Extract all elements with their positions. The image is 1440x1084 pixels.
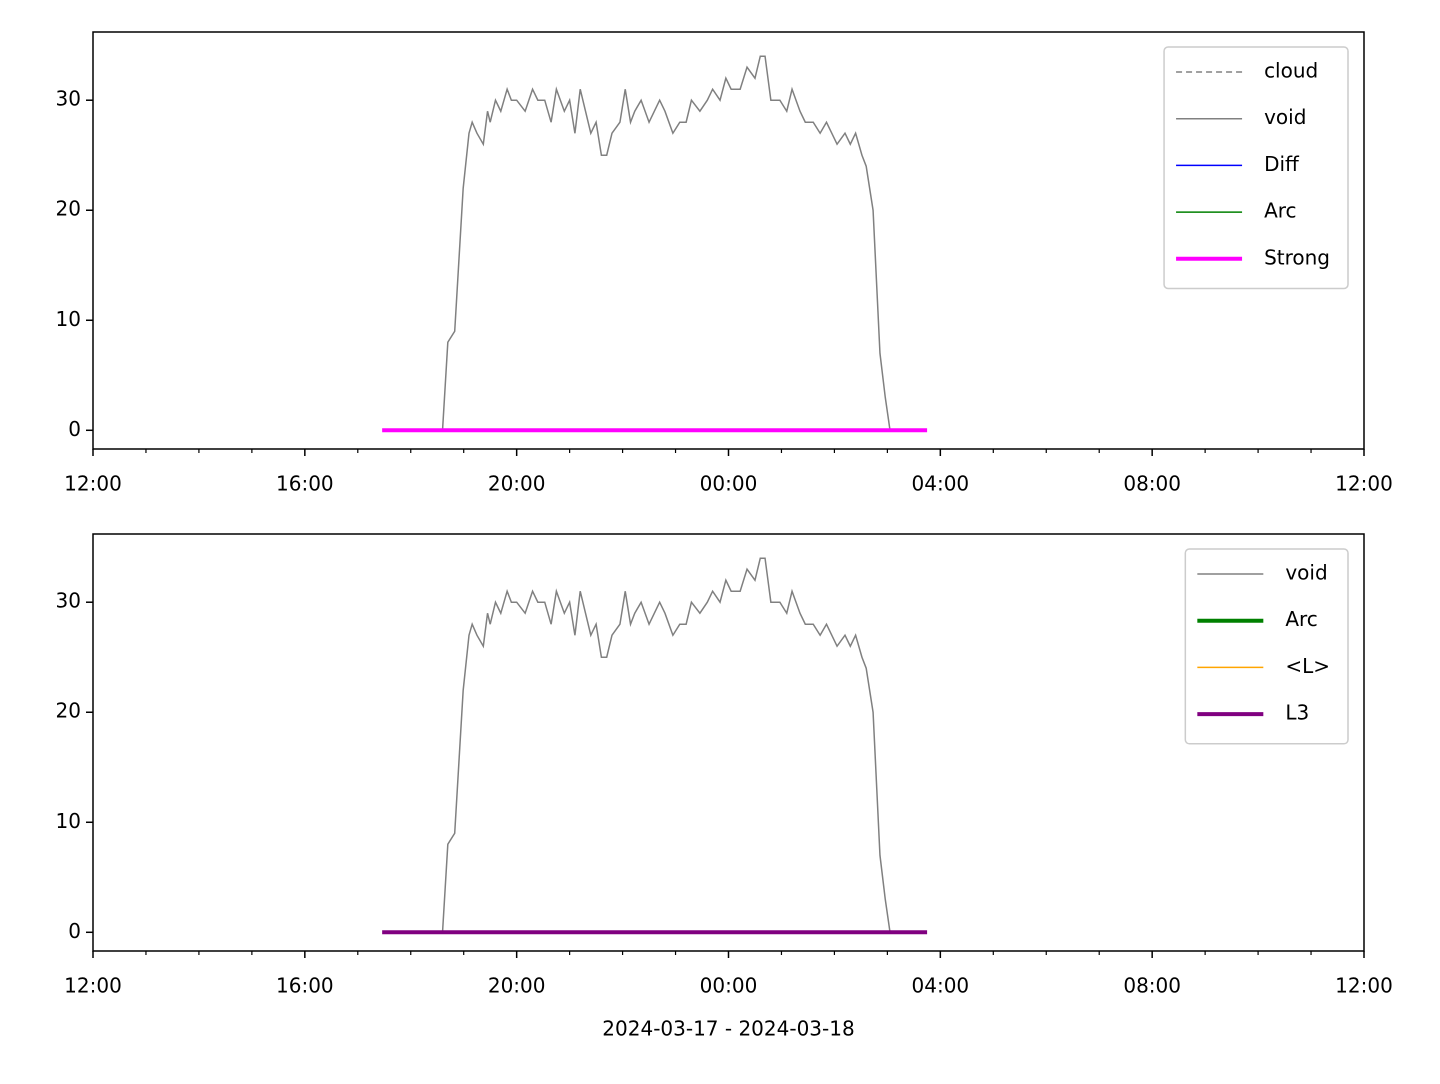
x-tick-label: 08:00 [1123, 472, 1181, 496]
legend-label: Diff [1264, 152, 1300, 176]
legend-frame [1163, 46, 1349, 290]
x-tick-label: 12:00 [1335, 472, 1393, 496]
x-tick-label: 00:00 [700, 974, 758, 998]
legend-label: Arc [1285, 607, 1317, 631]
x-tick-label: 04:00 [912, 974, 970, 998]
y-tick-label: 30 [56, 87, 81, 111]
axes-frame [92, 533, 1365, 952]
series-line [441, 557, 891, 933]
x-tick-label: 20:00 [488, 974, 546, 998]
legend-frame [1184, 548, 1349, 745]
x-tick-label: 00:00 [700, 472, 758, 496]
legend-label: L3 [1285, 701, 1309, 725]
x-tick-label: 12:00 [64, 472, 122, 496]
x-tick-label: 16:00 [276, 974, 334, 998]
x-tick-label: 12:00 [64, 974, 122, 998]
legend-label: void [1264, 105, 1306, 129]
y-tick-label: 20 [56, 699, 81, 723]
x-tick-label: 16:00 [276, 472, 334, 496]
legend-label: void [1285, 561, 1327, 585]
axes-frame [92, 31, 1365, 450]
y-tick-label: 10 [56, 307, 81, 331]
y-tick-label: 20 [56, 197, 81, 221]
legend-label: <L> [1285, 654, 1330, 678]
series-line [441, 55, 891, 431]
x-tick-label: 04:00 [912, 472, 970, 496]
legend-label: Arc [1264, 199, 1296, 223]
legend: cloud void Diff Arc Strong [1163, 46, 1349, 290]
x-tick-label: 20:00 [488, 472, 546, 496]
x-axis-label: 2024-03-17 - 2024-03-18 [602, 1017, 854, 1041]
y-tick-label: 30 [56, 589, 81, 613]
legend-label: cloud [1264, 59, 1318, 83]
x-tick-label: 12:00 [1335, 974, 1393, 998]
y-tick-label: 0 [68, 417, 81, 441]
legend-label: Strong [1264, 245, 1330, 269]
legend: void Arc <L> L3 [1184, 548, 1349, 745]
y-tick-label: 0 [68, 919, 81, 943]
y-tick-label: 10 [56, 809, 81, 833]
x-tick-label: 08:00 [1123, 974, 1181, 998]
